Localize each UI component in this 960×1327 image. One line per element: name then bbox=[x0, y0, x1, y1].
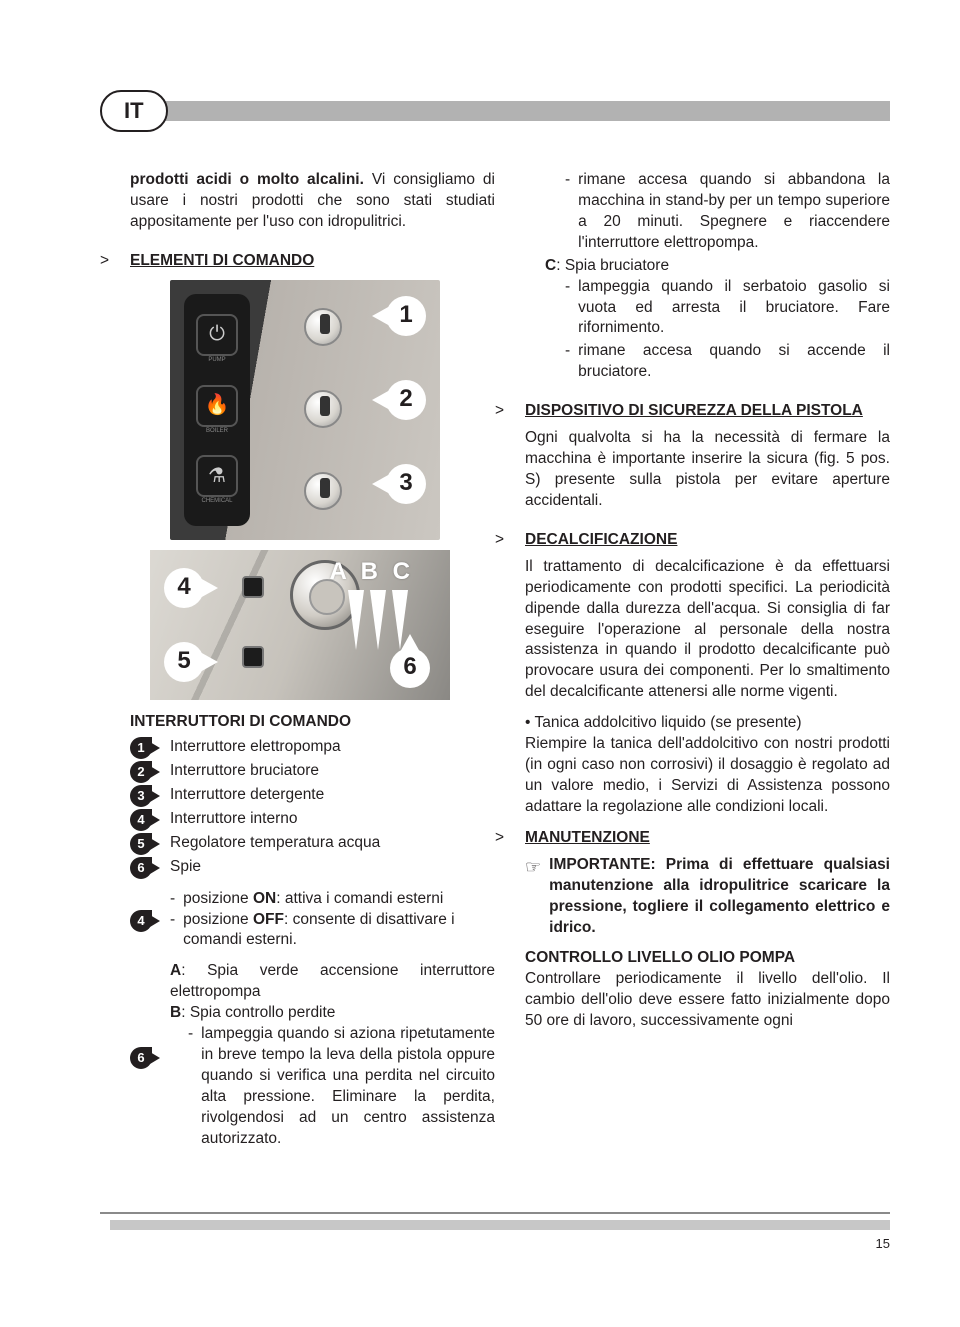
figure-2-panel: A B C 4 5 6 bbox=[150, 550, 450, 700]
command-list: 1Interruttore elettropompa 2Interruttore… bbox=[130, 737, 495, 879]
callout-4: 4 bbox=[164, 568, 204, 608]
indicator-leds bbox=[348, 590, 408, 650]
button-plate: ⏻ PUMP 🔥 BOILER ⚗ CHEMICAL bbox=[184, 294, 250, 526]
figure-1-control-panel: ⏻ PUMP 🔥 BOILER ⚗ CHEMICAL 1 2 bbox=[170, 280, 440, 540]
knob-3 bbox=[304, 472, 342, 510]
importante-note: ☞ IMPORTANTE: Prima di effettuare qualsi… bbox=[525, 855, 890, 939]
callout-5: 5 bbox=[164, 642, 204, 682]
page-footer: 15 bbox=[100, 1212, 890, 1252]
knob-1 bbox=[304, 308, 342, 346]
intro-text: prodotti acidi o molto alcalini. Vi cons… bbox=[130, 170, 495, 233]
section-manutenzione: >MANUTENZIONE bbox=[525, 828, 890, 849]
controllo-text: Controllare periodicamente il livello de… bbox=[525, 969, 890, 1032]
square-button-2 bbox=[242, 646, 264, 668]
callout-1: 1 bbox=[386, 296, 426, 336]
cmd-3-label: Interruttore detergente bbox=[170, 785, 324, 806]
page-number: 15 bbox=[876, 1236, 890, 1251]
section-elementi: >ELEMENTI DI COMANDO bbox=[130, 251, 495, 272]
spia-b2: -rimane accesa quando si abbandona la ma… bbox=[565, 170, 890, 254]
controllo-head: CONTROLLO LIVELLO OLIO POMPA bbox=[525, 948, 890, 969]
language-tab: IT bbox=[100, 90, 890, 132]
chemical-icon: ⚗ bbox=[196, 455, 238, 497]
header-bar bbox=[158, 101, 890, 121]
cmd-4-label: Interruttore interno bbox=[170, 809, 298, 830]
callout-2: 2 bbox=[386, 380, 426, 420]
cmd-2-label: Interruttore bruciatore bbox=[170, 761, 319, 782]
dispositivo-text: Ogni qualvolta si ha la necessità di fer… bbox=[525, 428, 890, 512]
item-6-detail: A: Spia verde accensione interruttore el… bbox=[170, 961, 495, 1151]
cmd-1-label: Interruttore elettropompa bbox=[170, 737, 341, 758]
decalc-text: Il trattamento di decalcificazione è da … bbox=[525, 557, 890, 703]
section-dispositivo: >DISPOSITIVO DI SICUREZZA DELLA PISTOLA bbox=[525, 401, 890, 422]
spia-c-list: -lampeggia quando il serbatoio gasolio s… bbox=[565, 277, 890, 384]
callout-3: 3 bbox=[386, 464, 426, 504]
knob-2 bbox=[304, 390, 342, 428]
language-pill: IT bbox=[100, 90, 168, 132]
cmd-6-label: Spie bbox=[170, 857, 201, 878]
square-button-1 bbox=[242, 576, 264, 598]
abc-labels: A B C bbox=[330, 556, 414, 588]
pump-icon: ⏻ bbox=[196, 314, 238, 356]
item-4-detail: -posizione ON: attiva i comandi esterni … bbox=[170, 889, 495, 952]
cmd-5-label: Regolatore temperatura acqua bbox=[170, 833, 380, 854]
section-decalc: >DECALCIFICAZIONE bbox=[525, 530, 890, 551]
interruttori-heading: INTERRUTTORI DI COMANDO bbox=[130, 712, 495, 733]
boiler-icon: 🔥 bbox=[196, 385, 238, 427]
spia-c: C: Spia bruciatore bbox=[545, 256, 890, 277]
callout-6: 6 bbox=[390, 648, 430, 688]
tanica-text: Riempire la tanica dell'addolcitivo con … bbox=[525, 734, 890, 818]
tanica-head: • Tanica addolcitivo liquido (se present… bbox=[525, 713, 890, 734]
note-icon: ☞ bbox=[525, 855, 541, 879]
